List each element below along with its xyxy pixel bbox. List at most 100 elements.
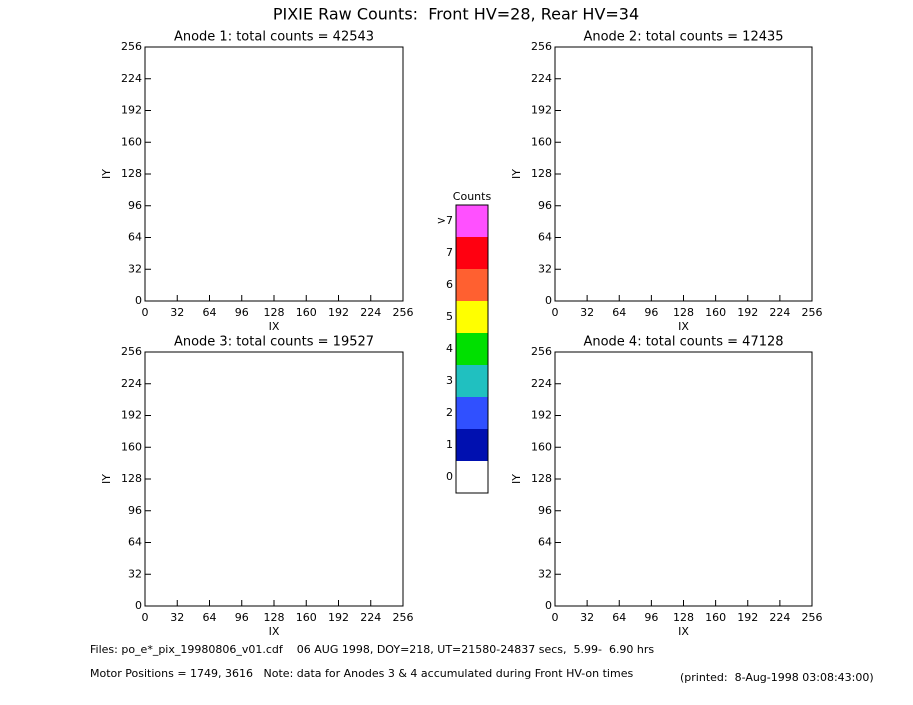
x-tick-label: 224 (360, 306, 381, 319)
x-axis-label: IX (678, 320, 689, 333)
y-tick-label: 160 (121, 440, 142, 453)
x-tick-label: 0 (552, 611, 559, 624)
colorbar-label: 4 (446, 342, 453, 355)
y-tick-label: 192 (531, 409, 552, 422)
y-tick-label: 160 (531, 440, 552, 453)
y-tick-label: 256 (531, 345, 552, 358)
x-tick-label: 32 (170, 611, 184, 624)
y-tick-label: 96 (538, 199, 552, 212)
x-tick-label: 160 (296, 306, 317, 319)
y-tick-label: 32 (538, 262, 552, 275)
y-tick-label: 192 (531, 104, 552, 117)
colorbar-label: 3 (446, 374, 453, 387)
y-tick-label: 192 (121, 409, 142, 422)
x-tick-label: 256 (393, 306, 414, 319)
x-tick-label: 96 (235, 611, 249, 624)
y-tick-label: 32 (128, 567, 142, 580)
panel-title: Anode 3: total counts = 19527 (174, 335, 374, 350)
y-tick-label: 0 (135, 294, 142, 307)
colorbar-segment (456, 397, 488, 429)
x-tick-label: 64 (203, 306, 217, 319)
x-axis-label: IX (269, 625, 280, 638)
colorbar-label: 7 (446, 246, 453, 259)
y-tick-label: 0 (135, 599, 142, 612)
x-tick-label: 64 (612, 306, 626, 319)
colorbar-label: 2 (446, 406, 453, 419)
panel-title: Anode 4: total counts = 47128 (583, 335, 783, 350)
y-tick-label: 0 (545, 599, 552, 612)
y-tick-label: 224 (121, 377, 142, 390)
x-tick-label: 192 (328, 306, 349, 319)
y-tick-label: 128 (121, 167, 142, 180)
x-tick-label: 160 (705, 611, 726, 624)
y-tick-label: 32 (128, 262, 142, 275)
x-tick-label: 256 (802, 611, 823, 624)
y-tick-label: 256 (121, 40, 142, 53)
y-tick-label: 32 (538, 567, 552, 580)
colorbar-segment (456, 237, 488, 269)
colorbar-segment (456, 461, 488, 493)
y-tick-label: 64 (128, 536, 142, 549)
y-tick-label: 128 (531, 472, 552, 485)
x-tick-label: 224 (769, 611, 790, 624)
x-tick-label: 160 (296, 611, 317, 624)
colorbar-label: 0 (446, 470, 453, 483)
x-tick-label: 128 (673, 306, 694, 319)
y-tick-label: 160 (121, 135, 142, 148)
footer-printed: (printed: 8-Aug-1998 03:08:43:00) (680, 671, 874, 684)
x-tick-label: 192 (328, 611, 349, 624)
y-tick-label: 224 (531, 72, 552, 85)
footer-files: Files: po_e*_pix_19980806_v01.cdf 06 AUG… (90, 643, 654, 656)
x-tick-label: 128 (264, 306, 285, 319)
colorbar-frame (455, 204, 489, 494)
colorbar-segment (456, 333, 488, 365)
panel-title: Anode 2: total counts = 12435 (583, 30, 783, 45)
y-axis-label: IY (100, 169, 113, 179)
panel-title: Anode 1: total counts = 42543 (174, 30, 374, 45)
y-tick-label: 96 (538, 504, 552, 517)
x-tick-label: 256 (802, 306, 823, 319)
x-tick-label: 160 (705, 306, 726, 319)
colorbar-label: 5 (446, 310, 453, 323)
x-tick-label: 128 (264, 611, 285, 624)
x-tick-label: 192 (737, 611, 758, 624)
colorbar-segment (456, 301, 488, 333)
y-tick-label: 160 (531, 135, 552, 148)
y-tick-label: 224 (531, 377, 552, 390)
y-axis-label: IY (510, 169, 523, 179)
x-tick-label: 96 (644, 306, 658, 319)
x-tick-label: 96 (235, 306, 249, 319)
colorbar-title: Counts (453, 190, 492, 203)
x-tick-label: 96 (644, 611, 658, 624)
x-tick-label: 256 (393, 611, 414, 624)
x-tick-label: 0 (142, 306, 149, 319)
x-tick-label: 192 (737, 306, 758, 319)
x-tick-label: 32 (580, 611, 594, 624)
colorbar-segment (456, 269, 488, 301)
y-tick-label: 96 (128, 504, 142, 517)
x-axis-label: IX (269, 320, 280, 333)
x-tick-label: 224 (769, 306, 790, 319)
plot-area (144, 351, 404, 607)
y-tick-label: 64 (538, 536, 552, 549)
plot-area (554, 351, 813, 607)
y-tick-label: 96 (128, 199, 142, 212)
x-tick-label: 32 (170, 306, 184, 319)
colorbar-segment (456, 205, 488, 237)
x-tick-label: 64 (612, 611, 626, 624)
footer-motor: Motor Positions = 1749, 3616 Note: data … (90, 667, 633, 680)
y-tick-label: 64 (128, 231, 142, 244)
y-tick-label: 64 (538, 231, 552, 244)
y-axis-label: IY (510, 474, 523, 484)
y-axis-label: IY (100, 474, 113, 484)
x-tick-label: 0 (552, 306, 559, 319)
y-tick-label: 0 (545, 294, 552, 307)
colorbar-label: 1 (446, 438, 453, 451)
y-tick-label: 256 (531, 40, 552, 53)
y-tick-label: 256 (121, 345, 142, 358)
x-axis-label: IX (678, 625, 689, 638)
colorbar-label: >7 (437, 214, 453, 227)
x-tick-label: 64 (203, 611, 217, 624)
